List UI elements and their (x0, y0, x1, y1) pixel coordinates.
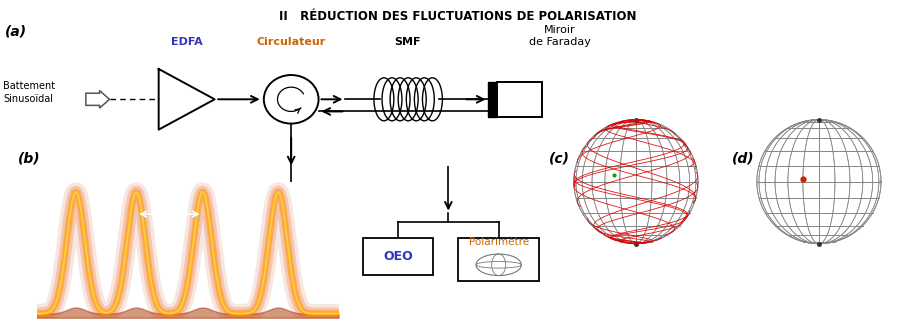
Bar (489, 82, 497, 117)
Bar (458, 238, 539, 281)
Bar (362, 238, 434, 275)
Text: (d): (d) (732, 152, 755, 166)
Text: (b): (b) (18, 152, 41, 166)
FancyArrow shape (86, 90, 110, 108)
Text: Circulateur: Circulateur (256, 37, 326, 47)
Text: Polarimètre: Polarimètre (468, 237, 529, 247)
Text: OEO: OEO (383, 250, 413, 263)
Text: (a): (a) (5, 25, 27, 39)
Text: 50 ps: 50 ps (153, 199, 187, 209)
Text: (c): (c) (549, 152, 570, 166)
Text: EDFA: EDFA (171, 37, 202, 47)
Bar (497, 82, 542, 117)
Text: SMF: SMF (394, 37, 421, 47)
Text: II   RÉDUCTION DES FLUCTUATIONS DE POLARISATION: II RÉDUCTION DES FLUCTUATIONS DE POLARIS… (279, 10, 636, 23)
Text: Miroir
de Faraday: Miroir de Faraday (529, 25, 591, 47)
Text: Battement
Sinusoïdal: Battement Sinusoïdal (3, 81, 55, 104)
